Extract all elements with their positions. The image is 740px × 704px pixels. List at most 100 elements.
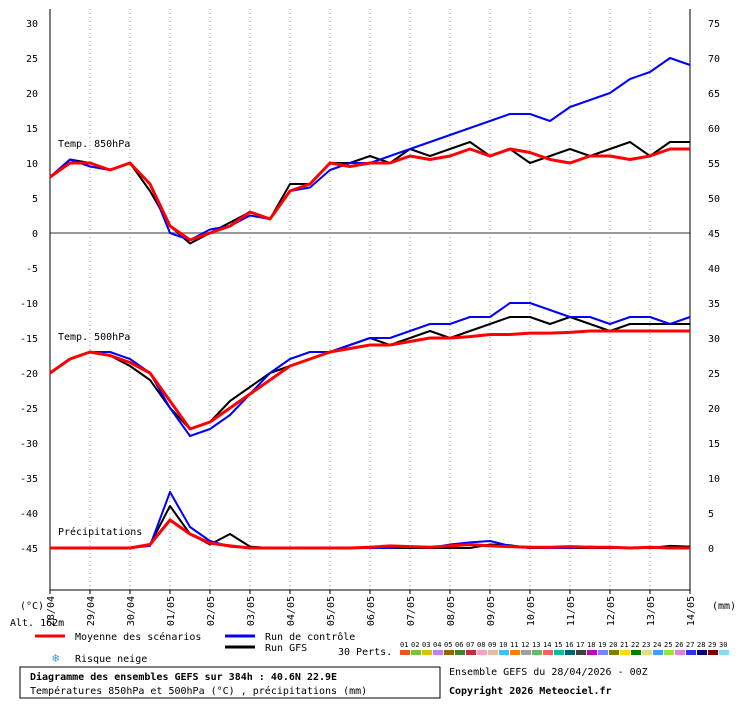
y2-tick-label: 5	[708, 509, 714, 520]
member-swatch	[653, 650, 663, 655]
y-tick-label: -30	[20, 439, 38, 450]
y-axis-label: (°C)	[20, 601, 44, 612]
member-swatch	[488, 650, 498, 655]
series-line	[49, 329, 690, 431]
member-swatch	[532, 650, 542, 655]
y-tick-label: -45	[20, 544, 38, 555]
x-tick-label: 10/05	[526, 596, 537, 626]
y2-tick-label: 35	[708, 299, 720, 310]
member-number: 10	[499, 641, 507, 649]
member-number: 04	[433, 641, 441, 649]
member-swatch	[521, 650, 531, 655]
member-swatch	[620, 650, 630, 655]
member-swatch	[664, 650, 674, 655]
y-tick-label: 15	[26, 124, 38, 135]
panel-label: Temp. 500hPa	[58, 332, 130, 343]
snow-icon: ❄	[52, 651, 59, 665]
member-swatch	[697, 650, 707, 655]
y2-tick-label: 40	[708, 264, 720, 275]
member-number: 16	[565, 641, 573, 649]
y-tick-label: 10	[26, 159, 38, 170]
y2-tick-label: 70	[708, 54, 720, 65]
member-number: 30	[719, 641, 727, 649]
members-label: 30 Perts.	[338, 647, 392, 658]
member-number: 06	[455, 641, 463, 649]
y-tick-label: -10	[20, 299, 38, 310]
altitude: Alt. 162m	[10, 618, 64, 629]
member-number: 15	[554, 641, 562, 649]
x-tick-label: 04/05	[286, 596, 297, 626]
member-swatch	[455, 650, 465, 655]
member-number: 25	[664, 641, 672, 649]
member-number: 08	[477, 641, 485, 649]
member-number: 29	[708, 641, 716, 649]
y-tick-label: -35	[20, 474, 38, 485]
member-number: 09	[488, 641, 496, 649]
member-number: 20	[609, 641, 617, 649]
panel-label: Temp. 850hPa	[58, 139, 130, 150]
x-tick-label: 03/05	[246, 596, 257, 626]
member-swatch	[642, 650, 652, 655]
y-tick-label: -40	[20, 509, 38, 520]
y2-tick-label: 55	[708, 159, 720, 170]
member-number: 03	[422, 641, 430, 649]
x-tick-label: 02/05	[206, 596, 217, 626]
legend-label: Run de contrôle	[265, 631, 355, 643]
y-tick-label: 30	[26, 19, 38, 30]
info-box	[19, 666, 441, 699]
member-number: 18	[587, 641, 595, 649]
member-swatch	[543, 650, 553, 655]
x-tick-label: 14/05	[686, 596, 697, 626]
member-number: 17	[576, 641, 584, 649]
y-tick-label: 20	[26, 89, 38, 100]
member-swatch	[422, 650, 432, 655]
member-number: 11	[510, 641, 518, 649]
x-tick-label: 06/05	[366, 596, 377, 626]
member-number: 14	[543, 641, 551, 649]
run-info: Ensemble GEFS du 28/04/2026 - 00Z	[449, 667, 648, 678]
legend-label: Moyenne des scénarios	[75, 631, 201, 643]
member-swatch	[510, 650, 520, 655]
member-swatch	[554, 650, 564, 655]
x-tick-label: 30/04	[126, 596, 137, 626]
member-number: 13	[532, 641, 540, 649]
y-tick-label: -15	[20, 334, 38, 345]
y2-tick-label: 50	[708, 194, 720, 205]
member-swatch	[477, 650, 487, 655]
x-tick-label: 07/05	[406, 596, 417, 626]
y2-tick-label: 25	[708, 369, 720, 380]
x-tick-label: 05/05	[326, 596, 337, 626]
y-tick-label: -20	[20, 369, 38, 380]
y2-tick-label: 60	[708, 124, 720, 135]
member-number: 26	[675, 641, 683, 649]
y-tick-label: -5	[26, 264, 38, 275]
y2-tick-label: 10	[708, 474, 720, 485]
member-swatch	[631, 650, 641, 655]
member-swatch	[400, 650, 410, 655]
member-swatch	[609, 650, 619, 655]
member-swatch	[565, 650, 575, 655]
member-number: 24	[653, 641, 661, 649]
member-swatch	[576, 650, 586, 655]
panel-label: Précipitations	[58, 526, 142, 538]
y-tick-label: 25	[26, 54, 38, 65]
y2-tick-label: 20	[708, 404, 720, 415]
y2-tick-label: 75	[708, 19, 720, 30]
copyright: Copyright 2026 Meteociel.fr	[449, 685, 612, 697]
member-number: 19	[598, 641, 606, 649]
legend-label: Run GFS	[265, 643, 307, 654]
member-number: 01	[400, 641, 408, 649]
member-number: 28	[697, 641, 705, 649]
y2-tick-label: 30	[708, 334, 720, 345]
member-swatch	[675, 650, 685, 655]
snow-label: Risque neige	[75, 654, 147, 665]
y2-tick-label: 0	[708, 544, 714, 555]
member-swatch	[587, 650, 597, 655]
x-tick-label: 01/05	[166, 596, 177, 626]
y2-tick-label: 15	[708, 439, 720, 450]
member-swatch	[433, 650, 443, 655]
x-tick-label: 09/05	[486, 596, 497, 626]
member-swatch	[708, 650, 718, 655]
x-tick-label: 13/05	[646, 596, 657, 626]
